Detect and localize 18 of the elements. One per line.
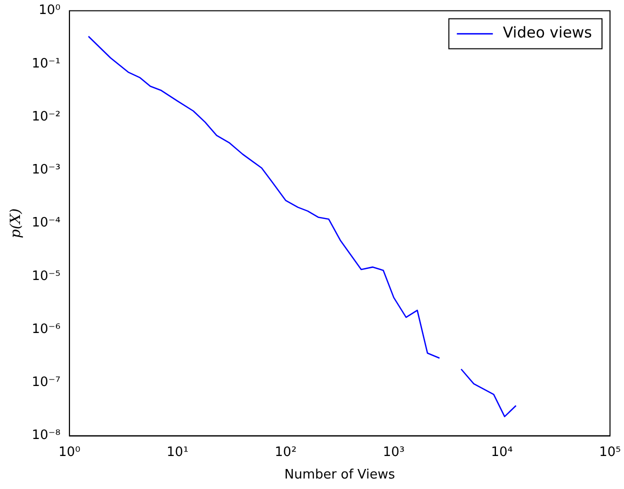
- y-tick-label: 10⁻⁸: [32, 428, 60, 444]
- y-tick-label: 10⁰: [38, 3, 60, 18]
- x-tick-label: 10¹: [166, 444, 188, 460]
- y-tick-label: 10⁻⁷: [32, 375, 60, 390]
- x-tick-label: 10⁵: [599, 444, 621, 460]
- y-axis-title: p(X): [8, 208, 24, 238]
- x-tick-label: 10⁰: [58, 444, 80, 460]
- x-tick-label: 10⁴: [491, 444, 513, 460]
- y-tick-label: 10⁻¹: [32, 56, 60, 72]
- y-tick-label: 10⁻²: [32, 109, 60, 124]
- x-tick-label: 10²: [274, 444, 297, 460]
- y-tick-label: 10⁻⁵: [32, 268, 60, 284]
- y-tick-label: 10⁻⁶: [32, 322, 60, 337]
- y-tick-label: 10⁻³: [32, 162, 60, 178]
- x-axis-title: Number of Views: [284, 468, 396, 483]
- x-tick-label: 10³: [382, 444, 405, 460]
- y-tick-label: 10⁻⁴: [32, 216, 60, 231]
- legend-label: Video views: [502, 24, 592, 42]
